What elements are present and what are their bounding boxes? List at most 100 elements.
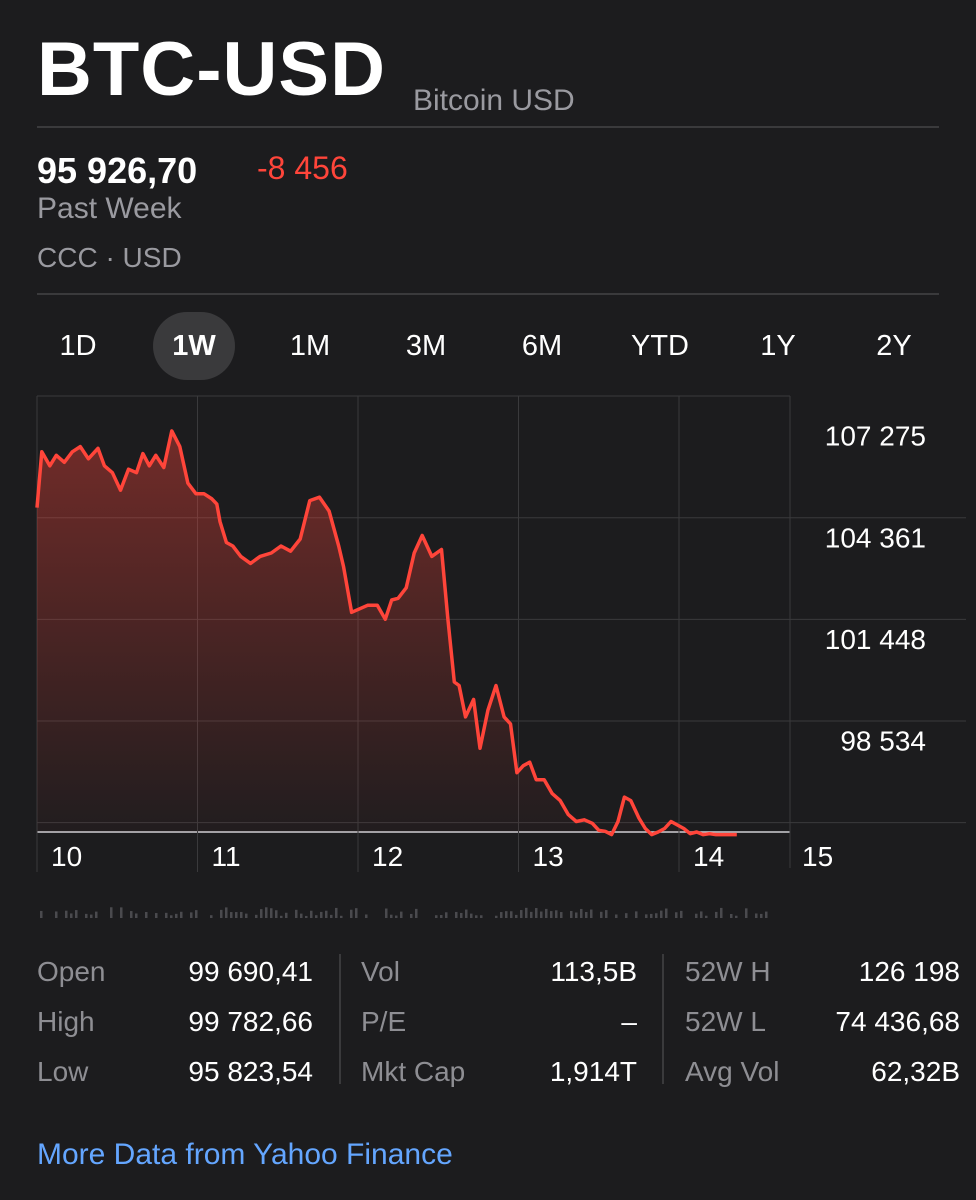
y-tick-label: 107 275 <box>825 421 926 452</box>
range-ytd[interactable]: YTD <box>631 330 689 362</box>
volume-bar <box>235 912 238 918</box>
y-tick-label: 98 534 <box>840 726 926 757</box>
quote-header: BTC-USD Bitcoin USD <box>37 22 939 122</box>
volume-bar <box>320 911 323 918</box>
volume-bar <box>720 907 723 918</box>
yahoo-finance-link[interactable]: More Data from Yahoo Finance <box>37 1138 453 1171</box>
volume-bar <box>180 911 183 918</box>
volume-bar <box>580 908 583 918</box>
volume-bar <box>625 913 628 918</box>
range-2y[interactable]: 2Y <box>876 330 912 362</box>
stats-grid: Open 99 690,41 High 99 782,66 Low 95 823… <box>37 952 961 1092</box>
volume-bar <box>505 911 508 918</box>
range-3m[interactable]: 3M <box>405 330 447 362</box>
volume-bar <box>335 907 338 918</box>
stat-mktcap-value: 1,914T <box>549 1056 637 1087</box>
range-6m[interactable]: 6M <box>521 330 563 362</box>
volume-bar <box>190 912 193 918</box>
range-1m[interactable]: 1M <box>289 330 331 362</box>
stat-low-value: 95 823,54 <box>188 1056 313 1087</box>
volume-bar <box>475 915 478 918</box>
price-area-fill <box>37 430 737 835</box>
stat-52wl-value: 74 436,68 <box>835 1006 960 1037</box>
volume-bar <box>615 914 618 918</box>
period-label: Past Week <box>37 192 182 225</box>
volume-bar <box>245 913 248 918</box>
x-tick-label: 14 <box>693 841 724 872</box>
volume-bar <box>300 913 303 918</box>
volume-bar <box>515 914 518 918</box>
volume-bar <box>495 915 498 918</box>
volume-bar <box>645 914 648 918</box>
volume-bar <box>95 911 98 918</box>
volume-bar <box>90 914 93 918</box>
volume-bar <box>605 910 608 918</box>
volume-bar <box>295 909 298 918</box>
volume-bar <box>600 911 603 918</box>
volume-bar <box>555 910 558 918</box>
stat-52wh-label: 52W H <box>685 956 771 987</box>
stat-avgvol-label: Avg Vol <box>685 1056 780 1087</box>
quote-divider <box>37 293 939 295</box>
volume-bar <box>585 912 588 918</box>
stat-vol-label: Vol <box>361 956 400 987</box>
volume-bar <box>265 907 268 918</box>
x-tick-label: 12 <box>372 841 403 872</box>
volume-bar <box>635 911 638 918</box>
volume-bar <box>260 909 263 918</box>
volume-bar <box>75 910 78 918</box>
stat-pe-label: P/E <box>361 1006 407 1037</box>
stat-low-label: Low <box>37 1056 89 1087</box>
volume-bar <box>500 912 503 918</box>
volume-bar <box>480 915 483 918</box>
volume-bar <box>715 911 718 918</box>
volume-bar <box>570 911 573 918</box>
volume-bar <box>330 914 333 918</box>
volume-bar <box>540 911 543 918</box>
exchange-currency: CCC · USD <box>37 242 182 273</box>
volume-bar <box>695 913 698 918</box>
volume-bar <box>325 910 328 918</box>
volume-bar <box>135 913 138 918</box>
volume-bar <box>590 909 593 918</box>
range-1d[interactable]: 1D <box>59 330 97 362</box>
volume-bar <box>745 908 748 918</box>
volume-bar <box>660 910 663 918</box>
volume-bar <box>305 915 308 918</box>
volume-bar <box>65 910 68 918</box>
volume-bar <box>355 908 358 918</box>
volume-bar <box>170 915 173 918</box>
volume-bar <box>765 911 768 918</box>
volume-bar <box>735 915 738 918</box>
stat-high-value: 99 782,66 <box>188 1006 313 1037</box>
range-1y[interactable]: 1Y <box>760 330 796 362</box>
volume-bar <box>340 915 343 918</box>
stat-open-label: Open <box>37 956 106 987</box>
volume-bar <box>40 910 43 918</box>
volume-bar <box>705 915 708 918</box>
y-axis-labels: 107 275 104 361 101 448 98 534 <box>825 421 926 757</box>
volume-bar <box>530 911 533 918</box>
price-chart: 107 275 104 361 101 448 98 534 10 11 12 13 14 15 <box>35 395 966 918</box>
price-change: -8 456 <box>257 150 348 186</box>
volume-bar <box>655 913 658 918</box>
volume-bar <box>110 907 113 918</box>
asset-name: Bitcoin USD <box>413 84 575 117</box>
volume-bar <box>445 912 448 918</box>
range-1w[interactable]: 1W <box>153 312 235 380</box>
volume-bar <box>470 913 473 918</box>
volume-bar <box>650 913 653 918</box>
stats-column-divider <box>339 954 341 1084</box>
current-price: 95 926,70 <box>37 150 198 191</box>
volume-bar <box>85 913 88 918</box>
x-tick-label: 13 <box>533 841 564 872</box>
volume-bar <box>700 911 703 918</box>
volume-bar <box>275 910 278 918</box>
volume-bar <box>255 914 258 918</box>
volume-bar <box>395 915 398 918</box>
volume-bar <box>390 914 393 918</box>
volume-bar <box>230 912 233 918</box>
volume-bars <box>40 907 768 918</box>
volume-bar <box>350 909 353 918</box>
volume-bar <box>155 913 158 918</box>
